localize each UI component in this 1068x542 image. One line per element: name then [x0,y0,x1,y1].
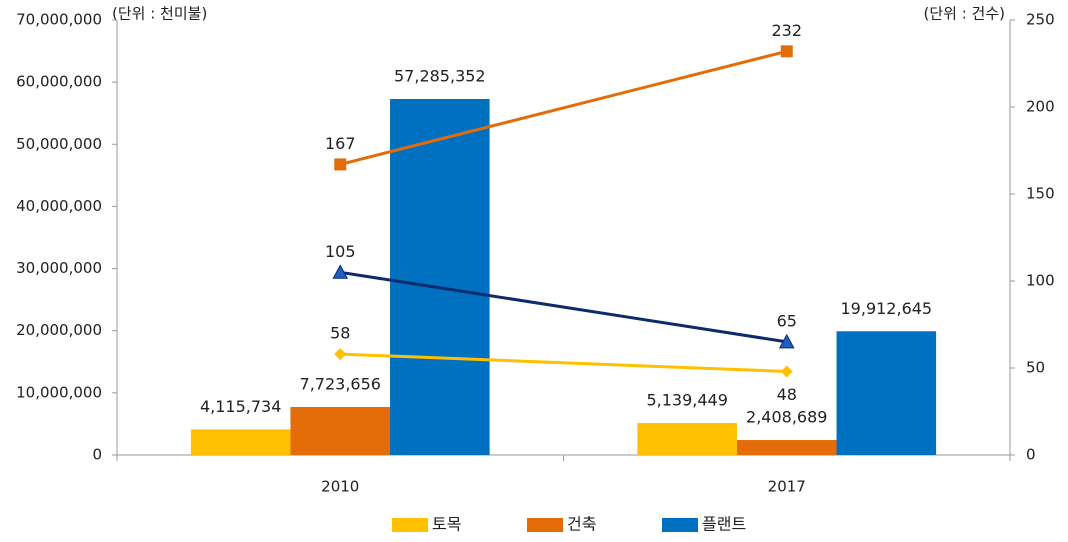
bar [190,429,291,455]
y2-tick-label: 250 [1026,11,1055,29]
line-marker [780,365,793,378]
line-value-label: 48 [777,385,797,404]
bar [390,99,490,456]
x-tick-label: 2017 [768,478,806,496]
y-tick-label: 30,000,000 [16,259,102,277]
line-value-label: 105 [325,242,356,261]
y2-tick-label: 100 [1026,272,1055,290]
line [340,352,787,373]
line-marker [780,45,793,58]
bar-value-label: 57,285,352 [394,67,486,86]
line-marker [334,158,347,171]
line [339,49,788,166]
line-value-label: 167 [325,134,356,153]
y2-tick-label: 0 [1026,446,1036,464]
bar [836,331,937,455]
x-tick-label: 2010 [321,478,359,496]
y-tick-label: 20,000,000 [16,321,102,339]
bar-value-label: 7,723,656 [300,375,381,394]
y-tick-label: 10,000,000 [16,383,102,401]
line-marker [334,348,347,361]
line-value-label: 58 [330,324,350,343]
bar-value-label: 19,912,645 [841,299,933,318]
line-value-label: 232 [771,21,802,40]
bar-value-label: 4,115,734 [200,397,281,416]
y-tick-label: 60,000,000 [16,73,102,91]
line [340,270,787,344]
legend-swatch [662,518,698,532]
bar-value-label: 2,408,689 [746,408,827,427]
legend-label: 플랜트 [702,515,746,534]
y2-tick-label: 200 [1026,98,1055,116]
line-marker [778,333,795,349]
left-unit: (단위 : 천미불) [112,5,207,23]
bar-value-label: 5,139,449 [646,391,727,410]
line-value-label: 65 [777,311,797,330]
legend-swatch [392,518,428,532]
line-marker [332,264,349,279]
y-tick-label: 70,000,000 [16,11,102,29]
y-tick-label: 50,000,000 [16,135,102,153]
legend-label: 건축 [567,515,596,534]
bar [290,407,391,455]
y-tick-label: 40,000,000 [16,197,102,215]
y2-tick-label: 50 [1026,359,1045,377]
legend-label: 토목 [432,515,461,534]
legend-swatch [527,518,563,532]
y2-tick-label: 150 [1026,185,1055,203]
y-tick-label: 0 [92,446,102,464]
right-unit: (단위 : 건수) [924,5,1006,23]
bar [637,423,737,455]
bar [736,440,837,455]
